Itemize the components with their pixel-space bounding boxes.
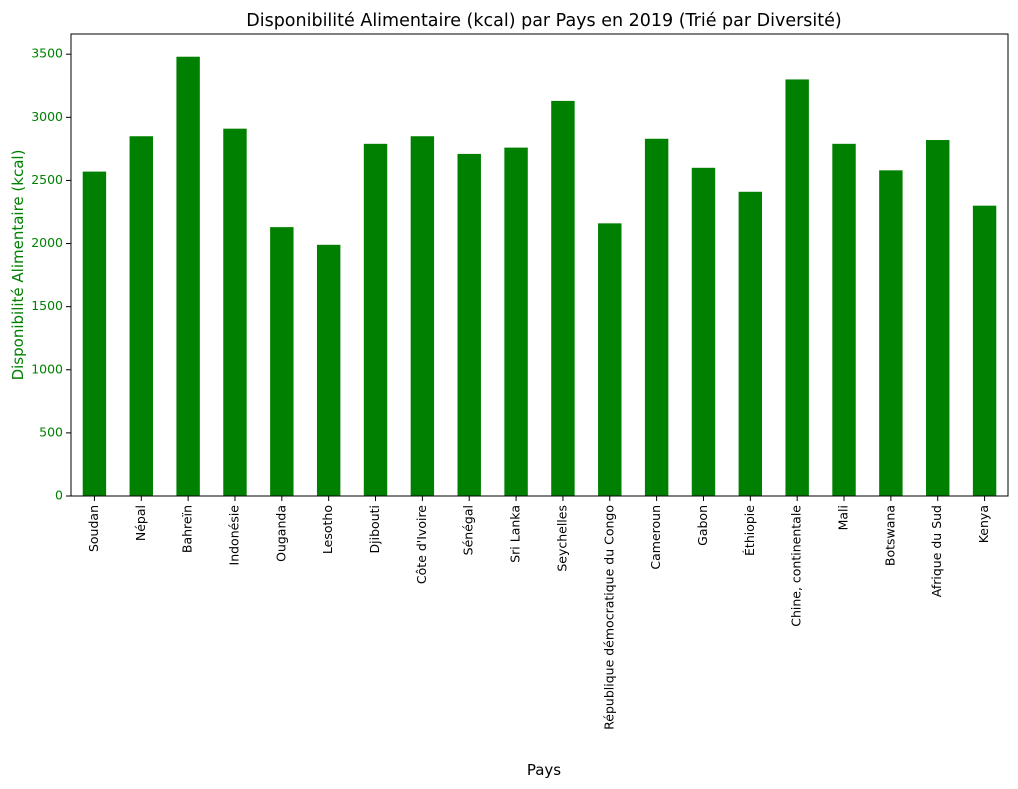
x-tick-label-10: Seychelles: [554, 505, 569, 572]
bar-16: [832, 143, 856, 496]
x-tick-label-4: Ouganda: [273, 505, 288, 562]
x-tick-label-18: Afrique du Sud: [929, 505, 944, 597]
x-axis-title: Pays: [527, 761, 561, 779]
bars-group: [82, 56, 997, 497]
x-tick-label-17: Botswana: [882, 505, 897, 566]
bar-15: [785, 79, 809, 496]
y-tick-label-5: 2500: [31, 172, 63, 187]
y-tick-label-6: 3000: [31, 109, 63, 124]
y-tick-label-2: 1000: [31, 361, 63, 376]
bar-2: [176, 56, 200, 496]
x-tick-label-1: Népal: [133, 505, 148, 541]
x-tick-label-8: Sénégal: [461, 505, 476, 555]
bar-0: [82, 171, 107, 497]
y-tick-label-4: 2000: [31, 235, 63, 250]
y-tick-label-7: 3500: [31, 46, 63, 61]
x-tick-label-5: Lesotho: [320, 505, 335, 554]
y-axis-ticks: 0 500 1000 1500 2000 2500 3000 3500: [31, 46, 71, 503]
bar-14: [738, 191, 763, 497]
y-tick-label-3: 1500: [31, 298, 63, 313]
x-tick-label-12: Cameroun: [648, 505, 663, 570]
x-tick-label-3: Indonésie: [226, 505, 241, 566]
x-tick-label-0: Soudan: [86, 505, 101, 552]
y-tick-label-0: 0: [55, 488, 63, 503]
x-tick-label-7: Côte d'Ivoire: [414, 505, 429, 584]
bar-12: [644, 138, 669, 496]
bar-6: [363, 143, 388, 496]
bar-18: [926, 140, 950, 497]
x-tick-label-11: République démocratique du Congo: [601, 505, 616, 730]
bar-1: [129, 136, 153, 496]
plot-frame: [70, 33, 1009, 497]
x-tick-label-14: Éthiopie: [742, 505, 757, 556]
chart-title: Disponibilité Alimentaire (kcal) par Pay…: [246, 11, 842, 31]
bar-9: [504, 147, 528, 496]
bar-8: [457, 153, 481, 496]
bar-11: [598, 223, 622, 496]
y-tick-label-1: 500: [39, 424, 63, 439]
x-tick-label-13: Gabon: [695, 505, 710, 546]
bar-5: [316, 244, 341, 496]
x-tick-label-15: Chine, continentale: [789, 505, 804, 627]
bar-4: [270, 227, 294, 496]
x-tick-label-6: Djibouti: [367, 505, 382, 553]
bar-10: [551, 100, 575, 496]
bar-17: [879, 170, 903, 496]
bar-7: [410, 136, 435, 496]
x-tick-label-16: Mali: [836, 505, 851, 530]
bar-19: [972, 205, 997, 497]
x-tick-label-19: Kenya: [976, 505, 991, 543]
y-axis-title: Disponibilité Alimentaire (kcal): [9, 150, 27, 381]
bar-3: [223, 128, 247, 497]
x-axis-ticks: Soudan Népal Bahreïn Indonésie Ouganda Lesoth…: [86, 496, 991, 730]
x-tick-label-2: Bahreïn: [180, 505, 195, 553]
x-tick-label-9: Sri Lanka: [508, 505, 523, 563]
bar-13: [691, 167, 716, 496]
